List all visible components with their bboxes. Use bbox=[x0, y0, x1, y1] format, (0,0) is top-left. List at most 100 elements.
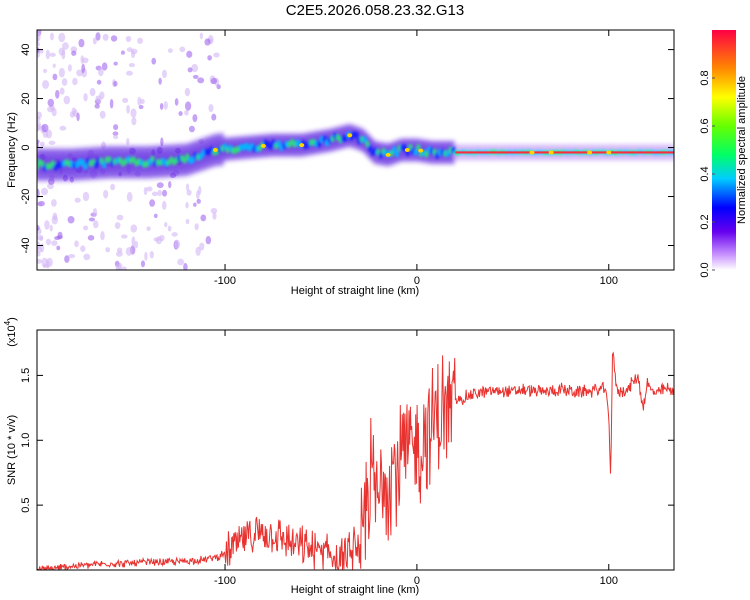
spectrogram-noise-blob bbox=[88, 217, 95, 222]
spectrogram-noise-blob bbox=[89, 88, 96, 97]
spectrogram-noise-blob bbox=[57, 231, 63, 239]
spectrogram-noise-blob bbox=[51, 240, 58, 246]
spectrogram-noise-blob bbox=[178, 111, 183, 117]
spectrogram-noise-blob bbox=[138, 104, 144, 110]
spectrogram-noise-blob bbox=[177, 258, 185, 266]
colorbar-tick-label: 0.2 bbox=[699, 214, 711, 229]
spectrogram-noise-blob bbox=[55, 89, 60, 99]
spectrogram-noise-blob bbox=[200, 214, 207, 222]
spectrogram-noise-blob bbox=[64, 255, 70, 263]
spectrogram-y-tick-label: 40 bbox=[20, 43, 32, 55]
spectrogram-noise-blob bbox=[113, 124, 119, 131]
spectrogram-noise-blob bbox=[158, 77, 162, 85]
spectrogram-noise-blob bbox=[76, 112, 80, 122]
spectrogram-noise-blob bbox=[61, 78, 68, 86]
snr-y-scale-suffix: ) bbox=[6, 317, 18, 321]
spectrogram-noise-blob bbox=[137, 96, 142, 106]
snr-x-tick-label: 100 bbox=[600, 575, 618, 587]
spectrogram-noise-blob bbox=[87, 234, 95, 241]
spectrogram-noise-blob bbox=[184, 101, 192, 111]
spectrogram-ridge-point bbox=[354, 131, 359, 139]
spectrogram-noise-blob bbox=[83, 93, 88, 102]
spectrogram-noise-blob bbox=[45, 257, 53, 267]
spectrogram-noise-blob bbox=[49, 52, 56, 57]
spectrogram-hot-spot bbox=[260, 143, 266, 148]
spectrogram-noise-blob bbox=[71, 50, 77, 56]
spectrogram-noise-blob bbox=[121, 234, 128, 239]
spectrogram-noise-blob bbox=[67, 64, 72, 72]
spectrogram-noise-blob bbox=[94, 103, 100, 109]
snr-y-axis-label: SNR (10 * v/v) bbox=[6, 415, 18, 485]
spectrogram-y-tick-label: -40 bbox=[20, 238, 32, 254]
spectrogram-noise-blob bbox=[92, 37, 97, 45]
spectrogram-x-tick-label: 100 bbox=[600, 275, 618, 287]
spectrogram-ridge-point bbox=[316, 140, 322, 148]
spectrogram-noise-blob bbox=[191, 63, 199, 73]
colorbar-tick-label: 0.4 bbox=[699, 166, 711, 181]
spectrogram-hot-spot bbox=[587, 150, 593, 155]
spectrogram-noise-blob bbox=[74, 197, 81, 203]
snr-y-scale-label: (x104) bbox=[3, 317, 18, 347]
spectrogram-noise-blob bbox=[102, 33, 109, 41]
spectrogram-hot-spot bbox=[404, 148, 410, 152]
spectrogram-noise-blob bbox=[39, 141, 45, 147]
snr-y-tick-label: 0.5 bbox=[20, 497, 32, 512]
snr-y-tick-label: 1.5 bbox=[20, 368, 32, 383]
spectrogram-noise-blob bbox=[186, 50, 193, 58]
spectrogram-noise-blob bbox=[103, 189, 109, 199]
spectrogram-noise-blob bbox=[81, 63, 85, 74]
spectrogram-y-tick-label: -20 bbox=[20, 189, 32, 205]
spectrogram-noise-blob bbox=[192, 74, 199, 79]
spectrogram-noise-blob bbox=[97, 95, 102, 104]
spectrogram-noise-blob bbox=[83, 253, 91, 261]
spectrogram-noise-blob bbox=[204, 38, 211, 46]
spectrogram-noise-blob bbox=[171, 232, 178, 237]
spectrogram-noise-blob bbox=[59, 87, 65, 95]
spectrogram-noise-blob bbox=[174, 98, 179, 106]
spectrogram-noise-blob bbox=[37, 116, 41, 122]
colorbar-tick-label: 0.8 bbox=[699, 70, 711, 85]
spectrogram-noise-blob bbox=[63, 95, 71, 105]
spectrogram-noise-blob bbox=[216, 84, 221, 90]
spectrogram-noise-blob bbox=[49, 224, 53, 232]
colorbar-label: Normalized spectral amplitude bbox=[736, 76, 748, 224]
spectrogram-noise-blob bbox=[188, 125, 195, 133]
spectrogram-noise-blob bbox=[130, 224, 138, 233]
spectrogram-hot-spot bbox=[347, 133, 353, 138]
spectrogram-noise-blob bbox=[67, 216, 75, 224]
spectrogram-noise-blob bbox=[43, 68, 48, 73]
spectrogram-noise-blob bbox=[199, 242, 205, 251]
snr-x-tick-label: 0 bbox=[414, 575, 420, 587]
spectrogram-noise-blob bbox=[130, 50, 136, 59]
spectrogram-noise-blob bbox=[208, 104, 214, 113]
spectrogram-noise-blob bbox=[197, 77, 205, 84]
spectrogram-noise-blob bbox=[210, 77, 218, 85]
spectrogram-noise-blob bbox=[146, 226, 151, 232]
spectrogram-ridge-point bbox=[83, 163, 88, 171]
spectrogram-noise-blob bbox=[121, 266, 127, 270]
spectrogram-x-tick-label: 0 bbox=[414, 275, 420, 287]
spectrogram-noise-blob bbox=[126, 104, 130, 114]
snr-panel: -100 0 100 0.5 1.0 1.5 Height of straight li… bbox=[3, 317, 675, 596]
spectrogram-noise-blob bbox=[61, 42, 69, 50]
spectrogram-noise-blob bbox=[161, 189, 168, 197]
spectrogram-noise-blob bbox=[112, 131, 119, 136]
spectrogram-noise-blob bbox=[83, 225, 89, 231]
snr-plot-area bbox=[37, 330, 674, 570]
spectrogram-x-tick-label: -100 bbox=[214, 275, 236, 287]
spectrogram-noise-blob bbox=[100, 231, 105, 241]
spectrogram-noise-blob bbox=[212, 212, 217, 220]
spectrogram-noise-blob bbox=[186, 189, 192, 196]
spectrogram-noise-blob bbox=[134, 240, 139, 249]
spectrogram-noise-blob bbox=[37, 251, 41, 257]
spectrogram-noise-blob bbox=[41, 123, 49, 133]
spectrogram-noise-blob bbox=[45, 238, 52, 246]
spectrogram-noise-blob bbox=[49, 32, 54, 41]
spectrogram-noise-blob bbox=[116, 214, 124, 221]
spectrogram-noise-blob bbox=[114, 222, 121, 230]
spectrogram-noise-blob bbox=[153, 237, 160, 242]
spectrogram-ridge-point bbox=[394, 150, 400, 158]
spectrogram-noise-blob bbox=[120, 50, 125, 55]
spectrogram-noise-blob bbox=[167, 225, 172, 232]
snr-y-scale-exponent: 4 bbox=[3, 320, 12, 325]
